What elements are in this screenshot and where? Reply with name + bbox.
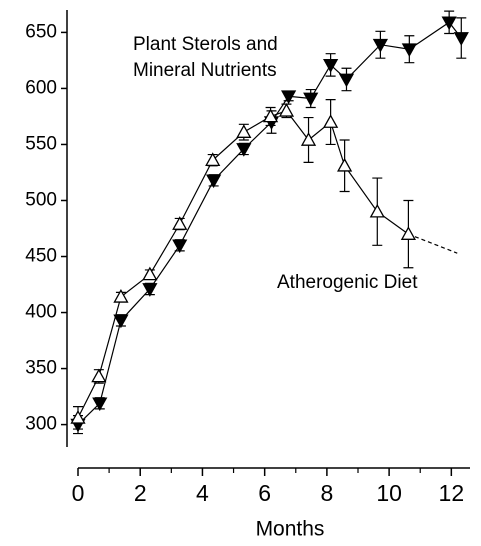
y-tick-label: 350 [25, 358, 57, 379]
marker [323, 59, 339, 73]
y-tick-label: 600 [25, 77, 57, 98]
y-tick-label: 500 [25, 190, 57, 211]
marker [70, 410, 86, 424]
x-tick-label: 2 [134, 480, 147, 506]
marker [337, 157, 353, 172]
marker [205, 152, 221, 166]
marker [142, 283, 158, 297]
series-line [77, 110, 409, 419]
marker [172, 216, 188, 230]
marker [91, 368, 107, 383]
marker [262, 108, 279, 123]
y-tick-label: 300 [25, 414, 57, 435]
marker [92, 397, 108, 412]
marker [338, 73, 355, 88]
marker [372, 38, 389, 53]
marker [113, 314, 129, 329]
x-tick-label: 6 [258, 480, 271, 506]
annotation: Plant Sterols and Mineral Nutrients [133, 34, 278, 81]
y-tick-label: 650 [25, 21, 57, 42]
trend-extension [408, 233, 458, 254]
x-tick-label: 8 [320, 480, 333, 506]
y-tick-label: 400 [25, 302, 57, 323]
x-tick-label: 10 [376, 480, 402, 506]
annotation: Atherogenic Diet [277, 272, 418, 293]
marker [236, 143, 252, 157]
x-tick-label: 4 [196, 480, 209, 506]
marker [323, 114, 339, 128]
x-axis-label: Months [256, 518, 325, 541]
marker [401, 43, 417, 58]
x-tick-label: 0 [72, 480, 85, 506]
marker [441, 16, 457, 31]
marker [172, 239, 188, 254]
marker [453, 32, 469, 46]
marker [206, 174, 222, 189]
marker [236, 124, 252, 138]
y-tick-label: 450 [25, 246, 57, 267]
marker [300, 132, 317, 146]
x-tick-label: 12 [439, 480, 465, 506]
marker [281, 90, 297, 105]
marker [400, 226, 417, 240]
marker [113, 289, 129, 303]
marker [303, 92, 319, 107]
y-tick-label: 550 [25, 133, 57, 154]
marker [369, 203, 385, 218]
series-line [77, 21, 462, 426]
marker [278, 103, 295, 117]
marker [142, 266, 158, 281]
